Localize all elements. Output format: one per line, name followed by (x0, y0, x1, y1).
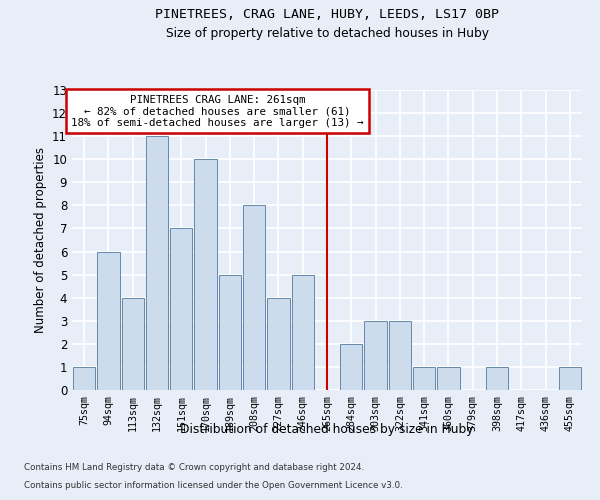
Text: Contains HM Land Registry data © Crown copyright and database right 2024.: Contains HM Land Registry data © Crown c… (24, 464, 364, 472)
Bar (340, 344, 362, 390)
Bar (389, 321, 411, 390)
Bar (413, 367, 436, 390)
Y-axis label: Number of detached properties: Number of detached properties (34, 147, 47, 333)
Text: PINETREES, CRAG LANE, HUBY, LEEDS, LS17 0BP: PINETREES, CRAG LANE, HUBY, LEEDS, LS17 … (155, 8, 499, 20)
Bar (170, 228, 193, 390)
Bar (267, 298, 290, 390)
Bar (243, 206, 265, 390)
Bar (486, 367, 508, 390)
Bar (146, 136, 168, 390)
Bar (97, 252, 119, 390)
Bar (437, 367, 460, 390)
Bar (194, 159, 217, 390)
Bar (122, 298, 144, 390)
Text: PINETREES CRAG LANE: 261sqm
← 82% of detached houses are smaller (61)
18% of sem: PINETREES CRAG LANE: 261sqm ← 82% of det… (71, 94, 364, 128)
Bar (364, 321, 387, 390)
Bar (73, 367, 95, 390)
Bar (559, 367, 581, 390)
Text: Distribution of detached houses by size in Huby: Distribution of detached houses by size … (180, 422, 474, 436)
Text: Contains public sector information licensed under the Open Government Licence v3: Contains public sector information licen… (24, 481, 403, 490)
Text: Size of property relative to detached houses in Huby: Size of property relative to detached ho… (166, 28, 488, 40)
Bar (292, 274, 314, 390)
Bar (218, 274, 241, 390)
